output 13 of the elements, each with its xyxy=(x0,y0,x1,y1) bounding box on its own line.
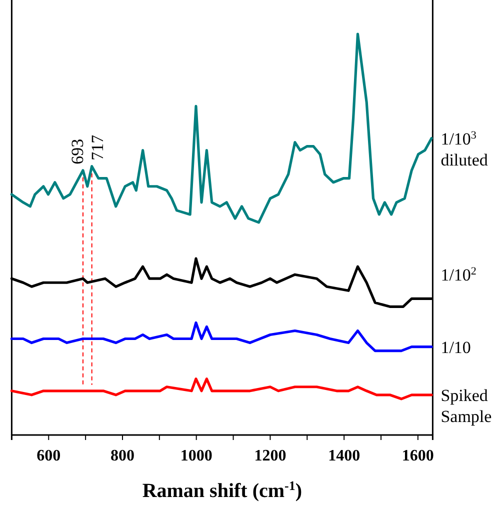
x-tick-label: 1200 xyxy=(254,448,286,465)
ref-line-label: 717 xyxy=(88,134,107,160)
x-tick-label: 800 xyxy=(110,448,134,465)
x-axis-title: Raman shift (cm$^{-1}$) xyxy=(142,478,302,502)
series-label: Spiked Sample xyxy=(440,386,492,426)
x-tick-label: 1400 xyxy=(328,448,360,465)
x-tick-label: 600 xyxy=(36,448,61,465)
series-label: 1/10 xyxy=(440,338,471,357)
series-label: 1/10$^{3}$ diluted xyxy=(440,129,488,170)
series-label: 1/10$^{2}$ xyxy=(440,266,476,285)
x-tick-label: 1600 xyxy=(402,448,434,465)
ref-line-label: 693 xyxy=(68,138,87,164)
x-tick-label: 1000 xyxy=(180,448,212,465)
